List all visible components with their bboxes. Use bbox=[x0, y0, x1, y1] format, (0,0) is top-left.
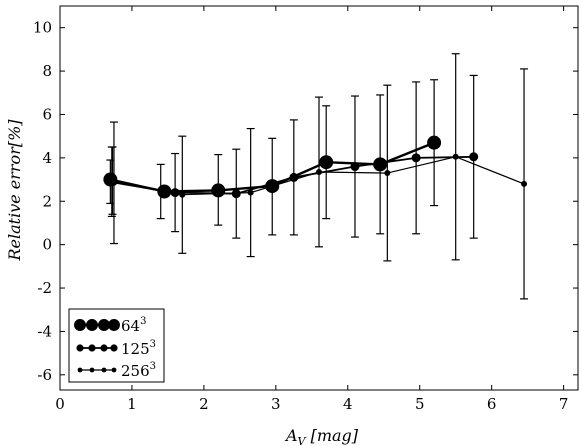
data-point bbox=[170, 188, 180, 198]
data-point bbox=[319, 155, 334, 170]
legend-marker bbox=[100, 344, 108, 352]
plot-frame bbox=[59, 5, 579, 391]
x-axis-title: AV [mag] bbox=[284, 426, 359, 446]
y-tick-label: 2 bbox=[42, 192, 52, 210]
legend-label: 2563 bbox=[121, 361, 156, 380]
data-point bbox=[247, 189, 254, 196]
legend-label: 1253 bbox=[121, 339, 156, 358]
x-tick-label: 5 bbox=[415, 395, 425, 413]
legend-marker bbox=[98, 319, 110, 331]
legend-marker bbox=[101, 367, 107, 373]
x-tick-label: 1 bbox=[127, 395, 137, 413]
y-tick-label: 10 bbox=[33, 19, 52, 37]
y-tick-label: 6 bbox=[42, 105, 52, 123]
error-bars-layer bbox=[106, 53, 529, 300]
x-tick-label: 0 bbox=[55, 395, 65, 413]
data-point bbox=[373, 157, 388, 172]
x-tick-label: 3 bbox=[271, 395, 281, 413]
series-lines-layer bbox=[110, 141, 525, 196]
data-point bbox=[265, 179, 280, 194]
data-point bbox=[427, 135, 442, 150]
x-tick-label: 2 bbox=[199, 395, 209, 413]
data-point bbox=[179, 191, 186, 198]
axis-ticks-layer: 0 1 2 3 4 5 6 7 -6 -4 -2 0 2 4 6 8 10 bbox=[33, 6, 578, 413]
legend-marker bbox=[77, 367, 83, 373]
data-point bbox=[289, 172, 299, 182]
legend-marker bbox=[108, 319, 120, 331]
legend-marker bbox=[88, 344, 96, 352]
legend: 643 1253 2563 bbox=[68, 308, 165, 383]
y-tick-label: 4 bbox=[42, 149, 52, 167]
data-point bbox=[411, 153, 421, 163]
legend-marker bbox=[111, 367, 117, 373]
legend-marker bbox=[86, 319, 98, 331]
y-tick-label: 0 bbox=[42, 236, 52, 254]
data-point bbox=[231, 189, 241, 199]
data-point bbox=[103, 172, 118, 187]
y-tick-label: -6 bbox=[37, 366, 52, 384]
legend-marker bbox=[110, 344, 118, 352]
legend-marker bbox=[76, 344, 84, 352]
y-tick-label: 8 bbox=[42, 62, 52, 80]
data-point bbox=[316, 168, 322, 175]
data-point bbox=[469, 152, 479, 162]
legend-marker bbox=[89, 367, 95, 373]
data-point bbox=[452, 153, 459, 160]
x-tick-label: 6 bbox=[487, 395, 497, 413]
y-tick-label: -4 bbox=[37, 322, 52, 340]
data-point bbox=[384, 170, 391, 177]
y-tick-label: -2 bbox=[37, 279, 52, 297]
legend-marker bbox=[74, 319, 86, 331]
y-axis-title: Relative error[%] bbox=[5, 119, 24, 262]
data-point bbox=[521, 180, 528, 187]
legend-label: 643 bbox=[121, 316, 146, 335]
data-point bbox=[157, 184, 172, 199]
data-points-layer bbox=[103, 135, 528, 199]
x-tick-label: 7 bbox=[559, 395, 569, 413]
data-point bbox=[350, 162, 360, 172]
data-point bbox=[211, 183, 226, 198]
x-tick-label: 4 bbox=[343, 395, 353, 413]
